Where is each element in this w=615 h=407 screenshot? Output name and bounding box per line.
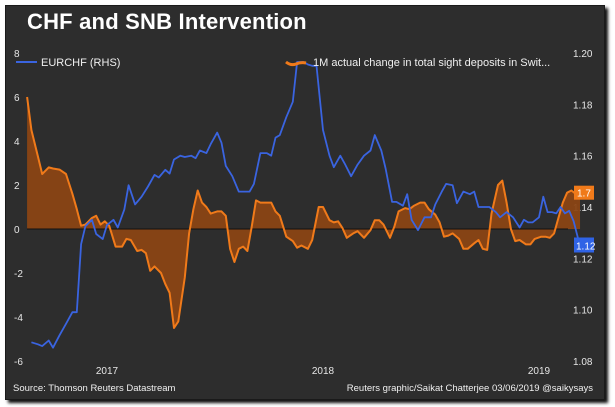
source-note: Source: Thomson Reuters Datastream bbox=[13, 383, 176, 394]
left-tick-label: 8 bbox=[14, 49, 20, 60]
left-tick-label: 4 bbox=[14, 137, 20, 148]
credit-note: Reuters graphic/Saikat Chatterjee 03/06/… bbox=[346, 383, 593, 394]
legend-eurchf-label: EURCHF (RHS) bbox=[41, 57, 120, 69]
deposits-area bbox=[27, 97, 581, 328]
right-tick-label: 1.12 bbox=[573, 254, 593, 265]
right-tick-label: 1.08 bbox=[573, 357, 593, 368]
legend: EURCHF (RHS) 1M actual change in total s… bbox=[16, 57, 550, 69]
legend-deposits-swatch bbox=[285, 60, 307, 67]
right-tick-label: 1.14 bbox=[573, 203, 593, 214]
x-axis: 2017 2018 2019 bbox=[96, 366, 551, 377]
left-axis: 8 6 4 2 0 -2 -4 -6 bbox=[14, 49, 23, 368]
left-tick-label: 0 bbox=[14, 225, 20, 236]
eurchf-value-badge bbox=[574, 237, 594, 253]
last-value-badges: 1.7 1.12 bbox=[574, 185, 596, 253]
left-tick-label: -6 bbox=[14, 357, 23, 368]
right-axis: 1.20 1.18 1.16 1.14 1.12 1.10 1.08 bbox=[573, 49, 593, 368]
left-tick-label: -2 bbox=[14, 269, 23, 280]
right-tick-label: 1.10 bbox=[573, 306, 593, 317]
deposits-value-label: 1.7 bbox=[577, 189, 591, 200]
chart-title: CHF and SNB Intervention bbox=[27, 9, 307, 34]
right-tick-label: 1.18 bbox=[573, 100, 593, 111]
series-lines bbox=[26, 61, 583, 349]
deposits-area-fill bbox=[27, 97, 581, 328]
legend-deposits-label: 1M actual change in total sight deposits… bbox=[313, 57, 550, 69]
eurchf-value-label: 1.12 bbox=[576, 242, 596, 253]
eurchf-line bbox=[31, 61, 583, 349]
x-tick-label: 2018 bbox=[312, 366, 335, 377]
right-tick-label: 1.20 bbox=[573, 49, 593, 60]
x-tick-label: 2019 bbox=[528, 366, 551, 377]
x-tick-label: 2017 bbox=[96, 366, 119, 377]
left-tick-label: -4 bbox=[14, 313, 23, 324]
deposits-value-badge bbox=[574, 185, 594, 200]
left-tick-label: 6 bbox=[14, 93, 20, 104]
left-tick-label: 2 bbox=[14, 181, 20, 192]
right-tick-label: 1.16 bbox=[573, 152, 593, 163]
